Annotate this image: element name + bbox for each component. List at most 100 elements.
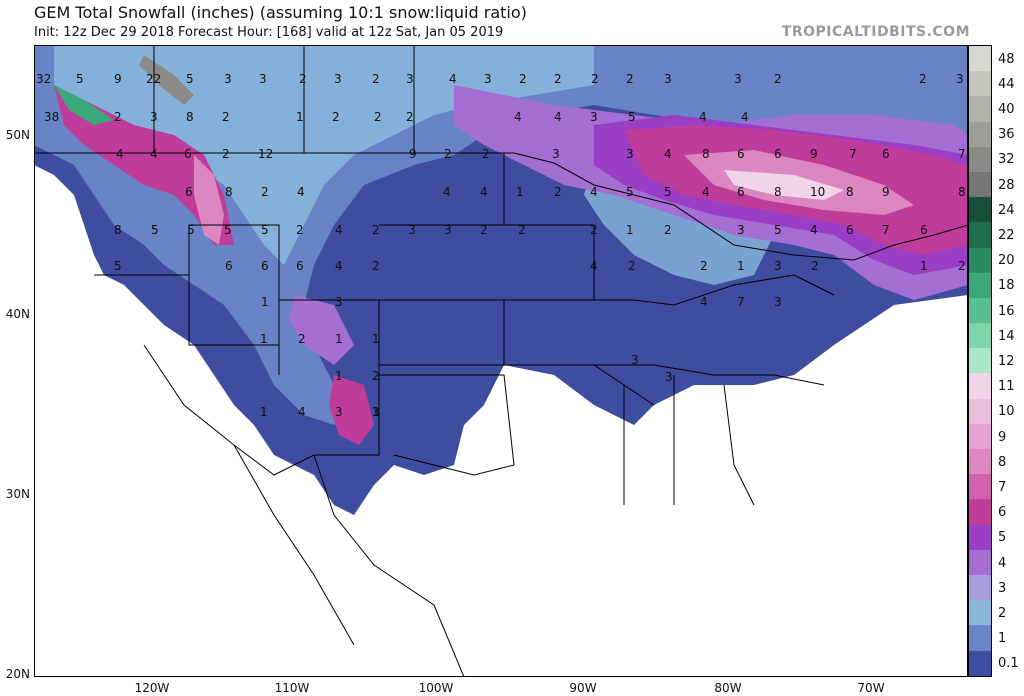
colorbar-swatch [969,297,991,324]
snowfall-value-label: 4 [702,185,710,199]
snowfall-value-label: 8 [774,185,782,199]
colorbar-tick-label: 0.1 [998,656,1019,672]
lon-label-80w: 80W [714,681,742,695]
snowfall-value-label: 5 [76,72,84,86]
snowfall-value-label: 1 [626,223,634,237]
snowfall-value-label: 4 [590,185,598,199]
snowfall-map[interactable]: 32 5 9 22 5 3 3 2 3 2 3 4 3 2 2 2 2 3 3 2 2 3 38 2 3 8 2 1 2 2 2 4 4 3 5 4 4… [34,45,968,677]
colorbar-swatch [969,499,991,525]
colorbar-swatch [969,171,991,198]
snowfall-value-label: 2 [774,72,782,86]
snowfall-value-label: 22 [146,72,162,86]
colorbar-swatch [969,71,991,97]
snowfall-value-label: 3 [406,72,414,86]
snowfall-value-label: 6 [737,185,745,199]
snowfall-value-label: 6 [185,185,193,199]
colorbar-swatch [969,600,991,626]
colorbar-tick-label: 24 [998,202,1015,218]
colorbar-swatch [969,549,991,575]
snowfall-value-label: 2 [480,223,488,237]
colorbar-tick-label: 22 [998,228,1015,243]
snowfall-value-label: 6 [920,223,928,237]
snowfall-value-label: 38 [44,110,60,124]
colorbar-swatch [969,650,991,676]
snowfall-value-labels: 32 5 9 22 5 3 3 2 3 2 3 4 3 2 2 2 2 3 3 2 2 3 38 2 3 8 2 1 2 2 2 4 4 3 5 4 4… [34,45,968,677]
snowfall-map-svg [34,45,968,677]
snowfall-value-label: 5 [261,223,269,237]
snowfall-value-label: 4 [810,223,818,237]
snowfall-value-label: 1 [335,369,343,383]
colorbar-tick-label: 9 [998,429,1007,445]
snowfall-value-label: 2 [444,147,452,161]
colorbar-tick-label: 10 [998,404,1015,420]
snowfall-value-label: 6 [882,147,890,161]
snowfall-value-label: 2 [664,223,672,237]
snowfall-value-label: 2 [519,72,527,86]
colorbar-tick-label: 6 [998,505,1007,521]
colorbar-swatch [969,474,991,500]
snowfall-value-label: 2 [591,72,599,86]
colorbar-tick-label: 36 [998,127,1015,143]
snowfall-value-label: 4 [150,147,158,161]
snowfall-value-label: 3 [259,72,267,86]
colorbar-swatch [969,46,991,72]
snowfall-value-label: 7 [958,147,966,161]
colorbar-swatch [969,247,991,273]
colorbar-tick-label: 8 [998,454,1007,470]
snow-rockies-green [54,85,114,125]
colorbar-tick-label: 20 [998,253,1015,269]
snowfall-value-label: 4 [443,185,451,199]
snowfall-value-label: 2 [554,185,562,199]
gulf-atlantic [354,315,968,677]
snowfall-value-label: 7 [882,223,890,237]
snowfall-value-label: 2 [958,259,966,273]
snowfall-value-label: 4 [590,259,598,273]
lon-label-100w: 100W [418,681,454,695]
snowfall-value-label: 4 [554,110,562,124]
snowfall-value-label: 4 [335,223,343,237]
colorbar-swatch [969,398,991,424]
snowfall-value-label: 6 [774,147,782,161]
snowfall-value-label: 5 [187,223,195,237]
colorbar-tick-label: 14 [998,328,1015,344]
snowfall-value-label: 2 [372,223,380,237]
snowfall-value-label: 10 [810,185,826,199]
snowfall-value-label: 4 [514,110,522,124]
pacific-ocean [34,245,314,677]
colorbar-swatch [969,574,991,601]
snowfall-value-label: 9 [882,185,890,199]
snowfall-value-label: 2 [114,110,122,124]
snowfall-value-label: 3 [224,72,232,86]
snowfall-value-label: 2 [518,223,526,237]
colorbar-tick-label: 12 [998,354,1015,369]
snowfall-value-label: 3 [774,295,782,309]
snowfall-value-label: 12 [258,147,274,161]
snowfall-value-label: 2 [590,223,598,237]
snowfall-value-label: 2 [299,72,307,86]
snowfall-value-label: 1 [335,332,343,346]
colorbar-swatch [969,524,991,550]
snowfall-value-label: 2 [811,259,819,273]
snowfall-value-label: 2 [406,110,414,124]
colorbar-tick-label: 18 [998,278,1015,294]
snowfall-value-label: 2 [298,332,306,346]
colorbar-tick-label: 1 [998,631,1007,647]
colorbar-swatch [969,197,991,223]
snowfall-value-label: 3 [774,259,782,273]
colorbar-swatch [969,121,991,147]
snowfall-value-label: 3 [372,405,380,419]
snowfall-value-label: 2 [222,110,230,124]
colorbar-tick-label: 28 [998,177,1015,193]
lon-label-110w: 110W [274,681,310,695]
snowfall-value-label: 9 [810,147,818,161]
colorbar-tick-label: 2 [998,606,1007,621]
snowfall-value-label: 2 [296,223,304,237]
snowfall-value-label: 4 [335,259,343,273]
snowfall-value-label: 6 [184,147,192,161]
snowfall-value-label: 32 [36,72,52,86]
snowfall-value-label: 3 [150,110,158,124]
snowfall-value-label: 3 [737,223,745,237]
snowfall-value-label: 7 [849,147,857,161]
snow-sw-heavy [329,375,374,445]
colorbar-swatch [969,222,991,248]
